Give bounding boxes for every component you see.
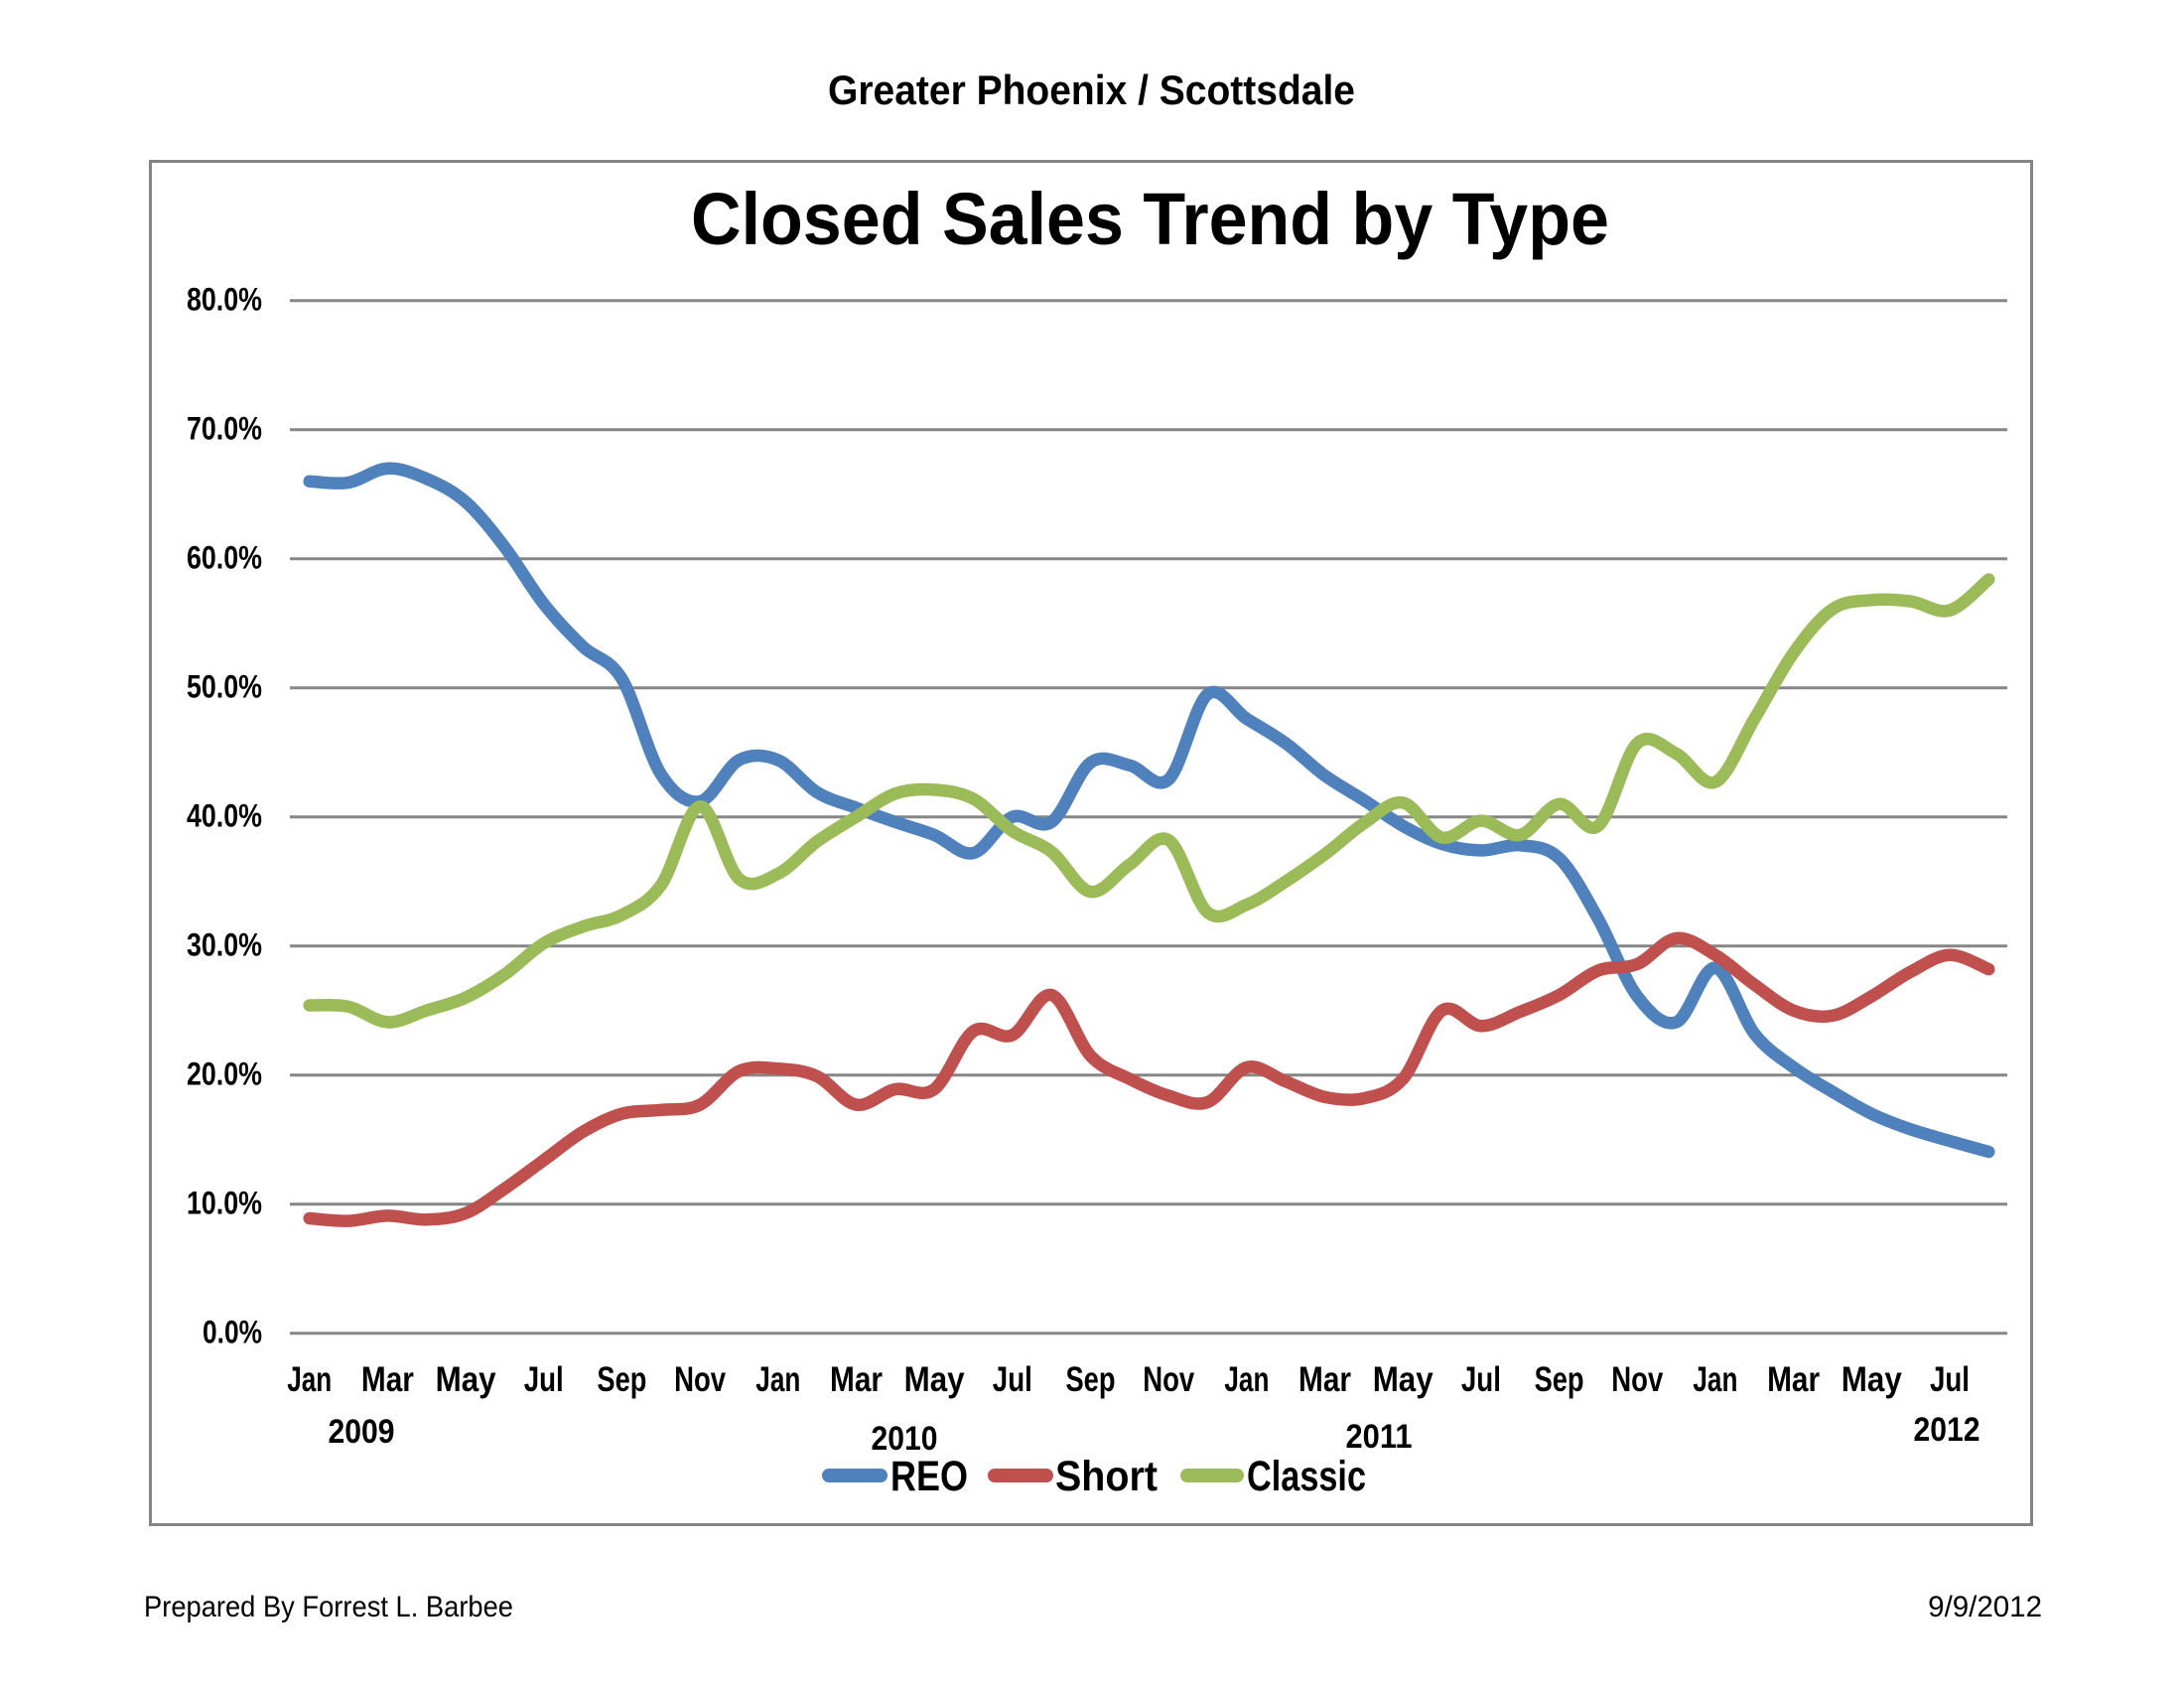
svg-text:Greater Phoenix / Scottsdale: Greater Phoenix / Scottsdale (828, 67, 1355, 113)
svg-text:Jul: Jul (993, 1360, 1032, 1399)
svg-text:Short: Short (1055, 1454, 1158, 1500)
svg-text:Sep: Sep (1066, 1360, 1116, 1399)
svg-text:Jul: Jul (524, 1360, 564, 1399)
svg-text:Jan: Jan (287, 1360, 332, 1399)
svg-text:70.0%: 70.0% (187, 410, 262, 446)
svg-text:May: May (1373, 1360, 1433, 1399)
svg-text:60.0%: 60.0% (187, 539, 262, 575)
svg-text:Mar: Mar (830, 1360, 883, 1399)
svg-text:Sep: Sep (1535, 1360, 1584, 1399)
svg-text:2009: 2009 (329, 1413, 395, 1451)
svg-text:Nov: Nov (1611, 1360, 1663, 1399)
svg-text:Jul: Jul (1461, 1360, 1501, 1399)
svg-text:40.0%: 40.0% (187, 797, 262, 833)
svg-text:May: May (1842, 1360, 1902, 1399)
svg-text:Sep: Sep (597, 1360, 646, 1399)
svg-text:80.0%: 80.0% (187, 281, 262, 317)
svg-text:Jan: Jan (1693, 1360, 1737, 1399)
svg-text:May: May (436, 1360, 496, 1399)
svg-text:2012: 2012 (1914, 1411, 1980, 1449)
svg-text:Closed Sales Trend by Type: Closed Sales Trend by Type (691, 178, 1609, 260)
svg-text:0.0%: 0.0% (203, 1314, 262, 1349)
svg-text:9/9/2012: 9/9/2012 (1928, 1591, 2042, 1623)
svg-text:Prepared By Forrest L. Barbee: Prepared By Forrest L. Barbee (144, 1591, 513, 1623)
svg-text:Nov: Nov (1143, 1360, 1194, 1399)
svg-text:Jul: Jul (1930, 1360, 1970, 1399)
svg-text:May: May (904, 1360, 965, 1399)
svg-text:Jan: Jan (1224, 1360, 1269, 1399)
svg-text:Mar: Mar (1767, 1360, 1820, 1399)
svg-text:20.0%: 20.0% (187, 1055, 262, 1091)
svg-text:Jan: Jan (755, 1360, 800, 1399)
svg-text:REO: REO (890, 1454, 968, 1500)
svg-text:Mar: Mar (1298, 1360, 1351, 1399)
svg-text:2010: 2010 (872, 1420, 938, 1458)
svg-text:Mar: Mar (361, 1360, 414, 1399)
svg-text:10.0%: 10.0% (187, 1185, 262, 1220)
svg-text:2011: 2011 (1346, 1418, 1413, 1456)
svg-text:Classic: Classic (1247, 1454, 1366, 1500)
svg-text:Nov: Nov (674, 1360, 726, 1399)
svg-text:30.0%: 30.0% (187, 926, 262, 962)
svg-text:50.0%: 50.0% (187, 668, 262, 704)
